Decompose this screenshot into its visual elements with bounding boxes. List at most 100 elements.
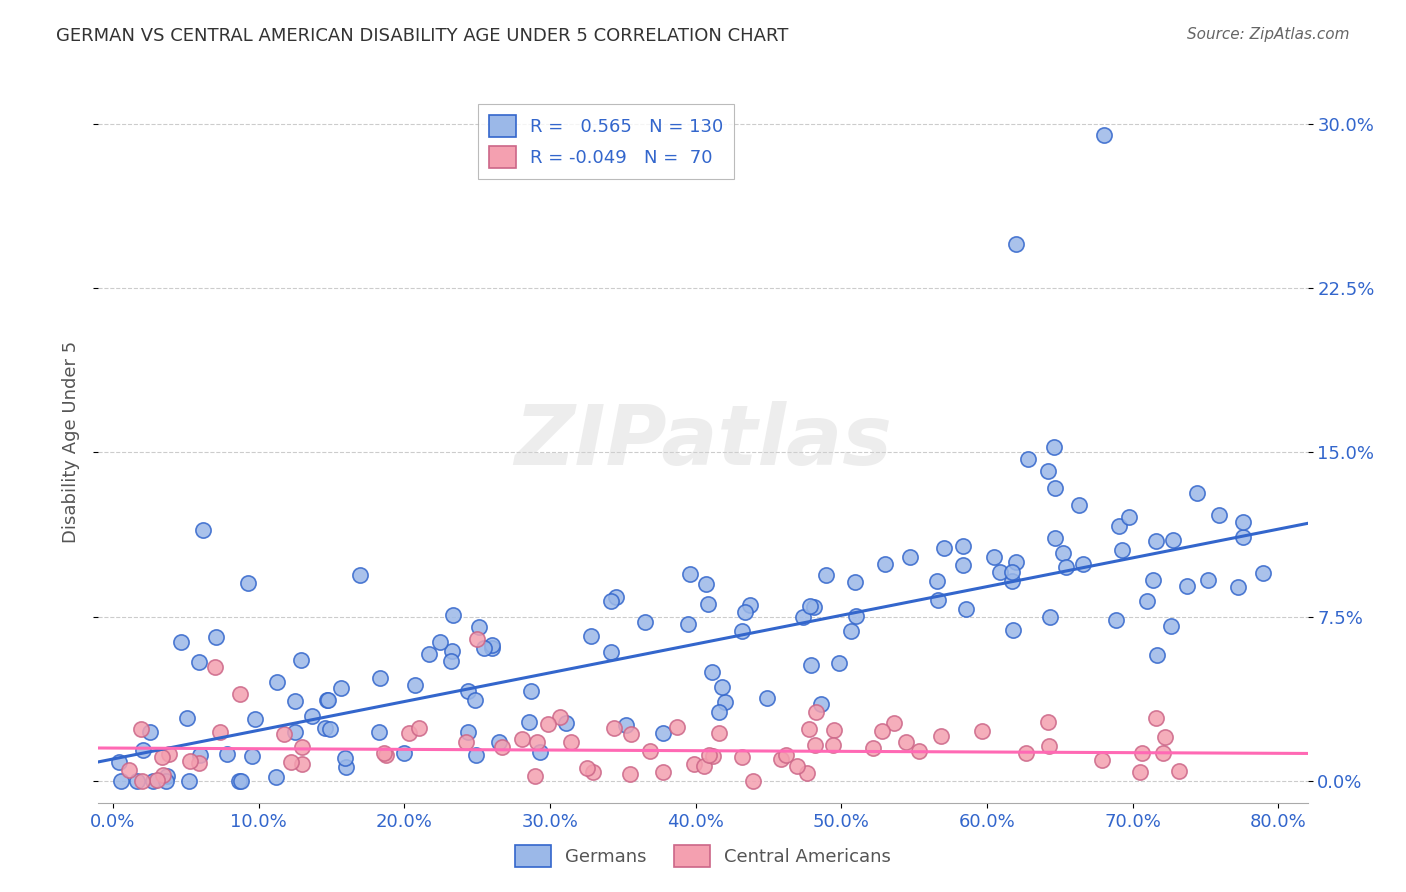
- Point: [1197, 574, 1219, 588]
- Point: [1136, 594, 1159, 608]
- Legend: Germans, Central Americans: Germans, Central Americans: [508, 838, 898, 874]
- Point: [404, 678, 426, 692]
- Point: [1251, 566, 1274, 581]
- Point: [481, 638, 503, 652]
- Point: [815, 568, 838, 582]
- Point: [756, 691, 779, 706]
- Point: [1036, 464, 1059, 478]
- Point: [129, 722, 152, 736]
- Point: [599, 594, 621, 608]
- Point: [1071, 558, 1094, 572]
- Point: [896, 735, 918, 749]
- Point: [375, 747, 398, 762]
- Point: [1161, 533, 1184, 547]
- Point: [929, 729, 952, 743]
- Point: [1052, 546, 1074, 560]
- Point: [697, 598, 720, 612]
- Point: [464, 692, 486, 706]
- Point: [740, 598, 762, 612]
- Point: [280, 755, 302, 769]
- Point: [229, 687, 252, 701]
- Point: [695, 577, 717, 591]
- Point: [1144, 711, 1167, 725]
- Point: [215, 747, 238, 761]
- Point: [187, 756, 209, 771]
- Point: [576, 761, 599, 775]
- Point: [803, 599, 825, 614]
- Point: [900, 550, 922, 565]
- Point: [179, 754, 201, 768]
- Point: [1130, 746, 1153, 760]
- Point: [1208, 508, 1230, 522]
- Point: [707, 705, 730, 719]
- Point: [1146, 648, 1168, 663]
- Point: [1129, 764, 1152, 779]
- Point: [367, 725, 389, 739]
- Point: [319, 722, 342, 736]
- Point: [1005, 237, 1028, 252]
- Point: [707, 726, 730, 740]
- Point: [1054, 560, 1077, 574]
- Point: [408, 721, 430, 735]
- Legend: R =   0.565   N = 130, R = -0.049   N =  70: R = 0.565 N = 130, R = -0.049 N = 70: [478, 103, 734, 178]
- Point: [290, 653, 312, 667]
- Point: [236, 576, 259, 591]
- Point: [1091, 753, 1114, 767]
- Point: [131, 773, 153, 788]
- Point: [1144, 533, 1167, 548]
- Point: [318, 693, 340, 707]
- Point: [555, 716, 578, 731]
- Point: [1105, 613, 1128, 627]
- Point: [108, 755, 131, 769]
- Point: [988, 566, 1011, 580]
- Point: [602, 721, 624, 735]
- Point: [1001, 574, 1024, 588]
- Point: [844, 574, 866, 589]
- Point: [204, 660, 226, 674]
- Point: [1232, 531, 1254, 545]
- Point: [155, 773, 177, 788]
- Point: [731, 749, 754, 764]
- Point: [908, 744, 931, 758]
- Point: [652, 726, 675, 740]
- Point: [1108, 519, 1130, 533]
- Y-axis label: Disability Age Under 5: Disability Age Under 5: [62, 341, 80, 542]
- Point: [605, 590, 627, 604]
- Point: [523, 769, 546, 783]
- Point: [927, 593, 949, 607]
- Point: [418, 647, 440, 661]
- Point: [679, 566, 702, 581]
- Point: [176, 711, 198, 725]
- Point: [333, 751, 356, 765]
- Point: [454, 734, 477, 748]
- Point: [925, 574, 948, 589]
- Point: [1227, 580, 1250, 594]
- Point: [633, 615, 655, 629]
- Point: [228, 773, 250, 788]
- Point: [138, 725, 160, 739]
- Point: [775, 747, 797, 762]
- Point: [156, 769, 179, 783]
- Point: [1043, 440, 1066, 454]
- Point: [828, 656, 851, 670]
- Point: [1118, 510, 1140, 524]
- Point: [443, 608, 465, 623]
- Point: [581, 630, 603, 644]
- Point: [952, 539, 974, 553]
- Point: [651, 765, 673, 780]
- Point: [581, 764, 603, 779]
- Point: [191, 524, 214, 538]
- Point: [1038, 739, 1060, 753]
- Point: [1232, 516, 1254, 530]
- Point: [472, 641, 495, 656]
- Text: ZIPatlas: ZIPatlas: [515, 401, 891, 482]
- Point: [398, 726, 420, 740]
- Point: [839, 624, 862, 638]
- Point: [373, 746, 395, 760]
- Point: [519, 684, 541, 698]
- Point: [301, 709, 323, 723]
- Point: [870, 723, 893, 738]
- Point: [810, 697, 832, 711]
- Point: [1000, 566, 1022, 580]
- Point: [1001, 623, 1024, 637]
